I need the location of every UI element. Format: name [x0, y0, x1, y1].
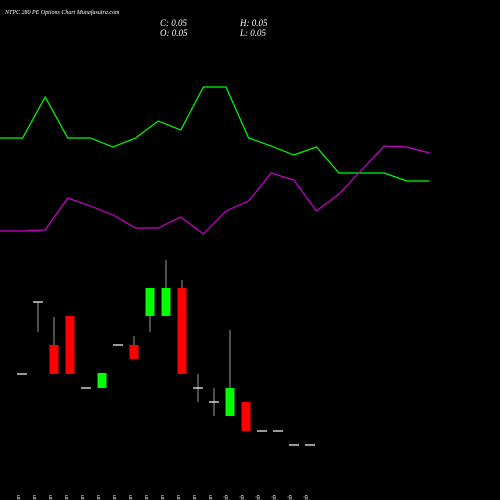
x-tick-label: 05 Feb	[288, 495, 294, 500]
chart-title: NTPC 280 PE Options Chart Munafasutra.co…	[4, 9, 120, 16]
x-tick-label: 29 Jan	[192, 495, 198, 500]
readout-close: C: 0.05	[160, 18, 188, 28]
x-tick-label: 01 Jan	[16, 495, 22, 500]
candle-body	[161, 288, 171, 316]
x-tick-label: 04 Feb	[271, 495, 278, 500]
x-tick-label: 09 Jan	[32, 495, 38, 500]
readout-open: O: 0.05	[160, 28, 188, 38]
readout-low: L: 0.05	[239, 28, 267, 38]
candle-body	[177, 288, 187, 374]
indicator-line	[0, 86, 430, 182]
candle-body	[241, 402, 251, 431]
x-tick-label: 28 Jan	[160, 495, 166, 500]
x-tick-label: 19 Jan	[112, 495, 118, 500]
candle-body	[225, 388, 235, 416]
candle-body	[129, 345, 139, 359]
x-tick-label: 14 Jan	[79, 495, 86, 500]
x-tick-label: 01 Feb	[224, 495, 230, 500]
x-tick-label: 12 Jan	[48, 495, 54, 500]
x-tick-label: 06 Feb	[304, 495, 310, 500]
candle-body	[97, 373, 107, 388]
x-tick-label: 30 Jan	[208, 495, 214, 500]
candle-body	[65, 316, 75, 374]
x-tick-label: 02 Feb	[240, 495, 246, 500]
x-tick-label: 20 Jan	[128, 495, 134, 500]
x-tick-label: 13 Jan	[64, 495, 70, 500]
candle-body	[49, 345, 59, 374]
readout-high: H: 0.05	[239, 18, 268, 28]
x-tick-label: 03 Feb	[256, 495, 262, 500]
x-tick-label: 29 Jan	[176, 495, 182, 500]
candle-body	[145, 288, 155, 316]
indicator-line	[0, 145, 430, 235]
x-tick-label: 16 Jan	[96, 495, 102, 500]
x-tick-label: 27 Jan	[144, 495, 150, 500]
